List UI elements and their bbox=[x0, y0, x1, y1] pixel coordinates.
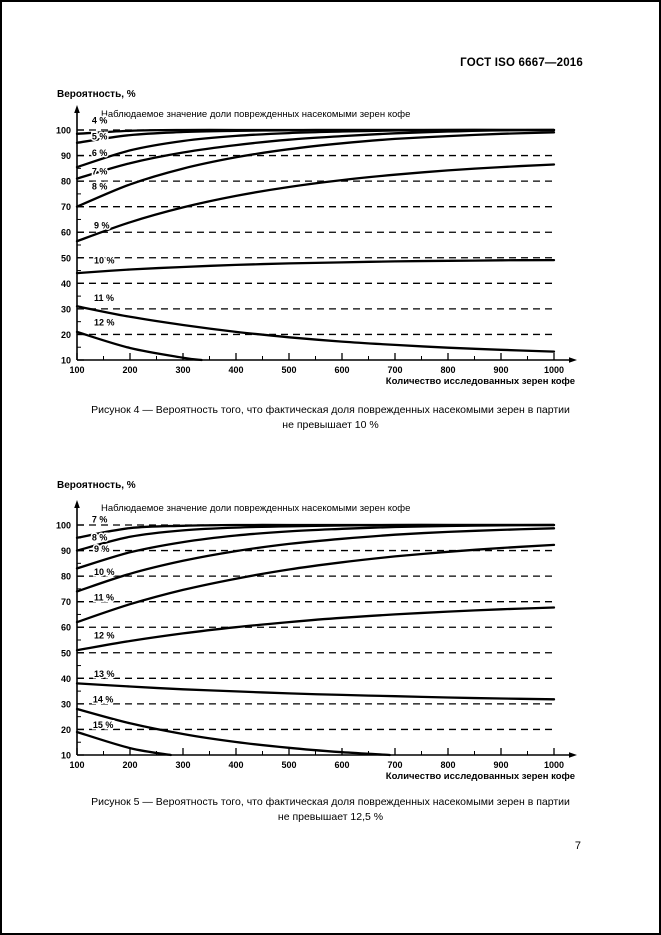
figure5-plot-curve-4 bbox=[75, 527, 556, 593]
svg-text:10: 10 bbox=[61, 751, 71, 761]
svg-text:100: 100 bbox=[69, 760, 84, 770]
svg-text:100: 100 bbox=[56, 126, 71, 136]
figure4-y-axis-title: Вероятность, % bbox=[57, 89, 136, 100]
figure4-plot-curve-7 bbox=[75, 258, 556, 275]
figure4-plot-curve-label-9: 12 % bbox=[94, 318, 115, 328]
figure5-caption: Рисунок 5 — Вероятность того, что фактич… bbox=[2, 795, 659, 824]
figure4-caption-line2: не превышает 10 % bbox=[282, 418, 379, 431]
figure4-plot-curve-8 bbox=[75, 305, 556, 353]
figure5-plot-curve-label-7: 13 % bbox=[94, 669, 115, 679]
figure4-inner-title: Наблюдаемое значение доли поврежденных н… bbox=[101, 109, 411, 120]
figure5-caption-line2: не превышает 12,5 % bbox=[277, 810, 384, 823]
svg-text:100: 100 bbox=[56, 521, 71, 531]
figure5-plot-curve-8 bbox=[75, 707, 391, 757]
figure4-plot-curve-label-5: 8 % bbox=[92, 181, 108, 191]
svg-text:500: 500 bbox=[281, 365, 296, 375]
figure4-caption-line1: Рисунок 4 — Вероятность того, что фактич… bbox=[91, 404, 570, 416]
svg-text:80: 80 bbox=[61, 572, 71, 582]
figure4-plot-curve-5 bbox=[75, 131, 556, 208]
figure5-plot-curve-label-2: 8 % bbox=[92, 532, 108, 542]
svg-text:300: 300 bbox=[175, 365, 190, 375]
figure4-plot-curve-6 bbox=[75, 163, 556, 243]
figure5-plot-curve-label-3: 9 % bbox=[94, 544, 110, 554]
figure4-plot-curve-label-8: 11 % bbox=[94, 293, 114, 303]
svg-text:90: 90 bbox=[61, 546, 71, 556]
svg-text:800: 800 bbox=[440, 365, 455, 375]
figure5-plot-curve-label-9: 15 % bbox=[93, 720, 114, 730]
svg-text:500: 500 bbox=[281, 760, 296, 770]
svg-text:100: 100 bbox=[69, 365, 84, 375]
page-number: 7 bbox=[574, 840, 581, 852]
figure5-plot-curve-3 bbox=[75, 523, 556, 570]
svg-text:30: 30 bbox=[61, 304, 71, 314]
figure5-plot-curve-9 bbox=[75, 730, 172, 757]
svg-text:80: 80 bbox=[61, 177, 71, 187]
svg-text:700: 700 bbox=[387, 760, 402, 770]
figure5-plot-curve-label-6: 12 % bbox=[94, 631, 115, 641]
svg-text:400: 400 bbox=[228, 365, 243, 375]
svg-text:40: 40 bbox=[61, 674, 71, 684]
svg-text:10: 10 bbox=[61, 356, 71, 366]
svg-text:200: 200 bbox=[122, 760, 137, 770]
svg-text:200: 200 bbox=[122, 365, 137, 375]
figure4-caption: Рисунок 4 — Вероятность того, что фактич… bbox=[2, 403, 659, 432]
svg-text:800: 800 bbox=[440, 760, 455, 770]
figure5-plot: 10 20 30 40 50 60 70 80 90 100 100 200 300 400 500 600 7… bbox=[56, 500, 577, 770]
svg-text:40: 40 bbox=[61, 279, 71, 289]
document-header: ГОСТ ISO 6667—2016 bbox=[460, 57, 583, 69]
svg-text:60: 60 bbox=[61, 228, 71, 238]
svg-text:60: 60 bbox=[61, 623, 71, 633]
figure4-x-axis-title: Количество исследованных зерен кофе bbox=[385, 376, 575, 387]
svg-text:400: 400 bbox=[228, 760, 243, 770]
figure5-plot-curve-2 bbox=[75, 523, 556, 552]
figure4-plot-curve-4 bbox=[75, 128, 556, 180]
figure4-plot: 10 20 30 40 50 60 70 80 90 100 100 200 300 400 500 600 7… bbox=[56, 105, 577, 375]
figure4-plot-curve-label-6: 9 % bbox=[94, 220, 110, 230]
figure4-plot-curve-label-2: 5 % bbox=[92, 131, 108, 141]
svg-text:700: 700 bbox=[387, 365, 402, 375]
figure5-plot-curve-7 bbox=[75, 682, 556, 701]
figure5-plot-curve-label-8: 14 % bbox=[93, 695, 114, 705]
svg-text:70: 70 bbox=[61, 202, 71, 212]
svg-text:50: 50 bbox=[61, 253, 71, 263]
figure4-plot-curve-9 bbox=[75, 330, 203, 362]
figure5-plot-curve-label-4: 10 % bbox=[94, 567, 115, 577]
figure5-inner-title: Наблюдаемое значение доли поврежденных н… bbox=[101, 503, 411, 514]
svg-text:600: 600 bbox=[334, 365, 349, 375]
svg-text:900: 900 bbox=[493, 365, 508, 375]
figure4-plot-curve-label-4: 7 % bbox=[92, 167, 108, 177]
svg-text:1000: 1000 bbox=[544, 760, 564, 770]
figure5-plot-curve-label-1: 7 % bbox=[92, 514, 108, 524]
figure5-y-axis-title: Вероятность, % bbox=[57, 480, 136, 491]
figure5-plot-curve-label-5: 11 % bbox=[94, 592, 114, 602]
figure4-plot-curve-label-3: 6 % bbox=[92, 148, 108, 158]
svg-text:90: 90 bbox=[61, 151, 71, 161]
figure4-plot-curve-label-1: 4 % bbox=[92, 116, 108, 126]
figure5-plot-curve-6 bbox=[75, 606, 556, 652]
svg-text:900: 900 bbox=[493, 760, 508, 770]
svg-text:300: 300 bbox=[175, 760, 190, 770]
figure4-plot-curve-label-7: 10 % bbox=[94, 255, 115, 265]
svg-text:1000: 1000 bbox=[544, 365, 564, 375]
svg-text:30: 30 bbox=[61, 699, 71, 709]
figure5-caption-line1: Рисунок 5 — Вероятность того, что фактич… bbox=[91, 796, 570, 808]
figure5-x-axis-title: Количество исследованных зерен кофе bbox=[385, 771, 575, 782]
svg-text:600: 600 bbox=[334, 760, 349, 770]
svg-text:70: 70 bbox=[61, 597, 71, 607]
svg-text:20: 20 bbox=[61, 330, 71, 340]
svg-text:20: 20 bbox=[61, 725, 71, 735]
figure5-plot-curve-5 bbox=[75, 543, 556, 624]
svg-text:50: 50 bbox=[61, 648, 71, 658]
